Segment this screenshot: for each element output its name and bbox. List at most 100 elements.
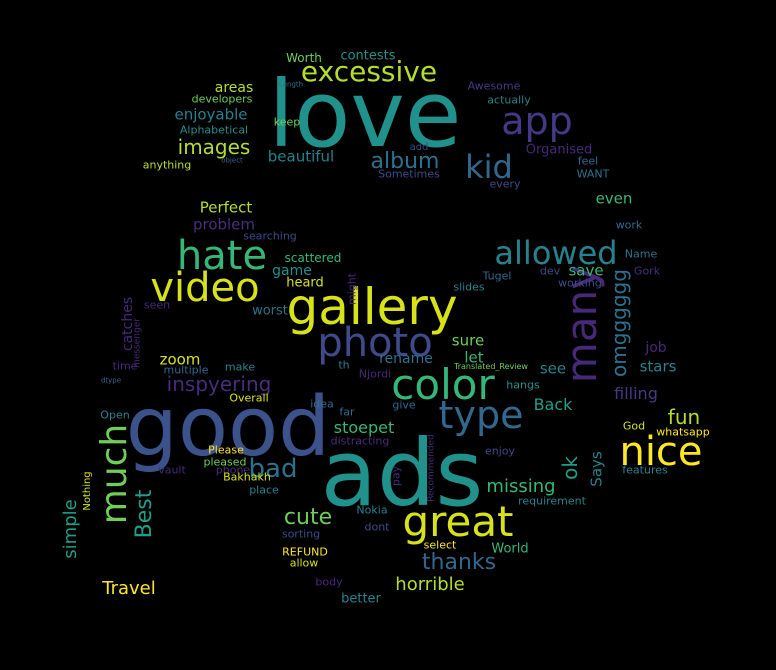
word: body — [315, 575, 343, 589]
word: scattered — [284, 251, 342, 265]
word: good — [125, 380, 331, 475]
word: video — [150, 265, 260, 311]
word: Njordi — [358, 367, 392, 381]
word: features — [622, 463, 668, 477]
word: kid — [465, 148, 513, 186]
word: make — [224, 360, 256, 374]
word: inspyering — [166, 372, 272, 396]
word: images — [177, 135, 251, 159]
word: vault — [158, 463, 186, 477]
word: areas — [214, 80, 254, 96]
word: better — [341, 591, 381, 607]
word: Please — [208, 443, 244, 457]
word: problem — [192, 215, 256, 234]
word: photo — [317, 320, 433, 366]
word: sorting — [281, 527, 321, 541]
word: seen — [143, 298, 171, 312]
word: Best — [132, 489, 157, 539]
word: Recommended — [426, 434, 437, 502]
word: app — [501, 99, 573, 143]
word: zoom — [159, 350, 201, 369]
word: omgggggg — [607, 269, 631, 377]
word: thanks — [421, 550, 497, 575]
word: allow — [289, 556, 319, 570]
word: game — [272, 263, 312, 279]
word: give — [392, 398, 416, 412]
word: searching — [243, 229, 297, 243]
word: fun — [667, 405, 701, 429]
word: phone — [215, 463, 251, 477]
word: great — [402, 497, 514, 546]
word: multiple — [163, 363, 209, 377]
word: keep — [273, 115, 301, 129]
word: actually — [487, 93, 531, 107]
word: pay — [389, 465, 403, 487]
word: Alphabetical — [179, 123, 249, 137]
word: Nokia — [356, 503, 388, 517]
word: World — [491, 541, 529, 557]
word: enjoyable — [174, 105, 248, 124]
word: developers — [191, 92, 253, 106]
word: stoepet — [333, 418, 395, 437]
word: Tugel — [482, 269, 512, 283]
word: contests — [340, 48, 396, 64]
word: pleased — [203, 455, 247, 469]
word: horrible — [395, 574, 465, 595]
word: nice — [619, 429, 703, 475]
word: Gork — [633, 264, 661, 278]
word: Length — [278, 80, 304, 89]
word: Overall — [229, 391, 269, 405]
word: even — [595, 189, 633, 208]
word: every — [489, 177, 521, 191]
word: Travel — [102, 578, 156, 599]
word: excessive — [300, 55, 438, 88]
word: anything — [142, 158, 192, 172]
word: dev — [539, 264, 561, 278]
word: requirement — [518, 494, 586, 508]
word: album — [370, 149, 440, 174]
word: hate — [176, 233, 268, 279]
word: Awesome — [467, 79, 521, 93]
word: Worth — [286, 51, 322, 65]
word: Sometimes — [378, 167, 440, 181]
word: God — [622, 419, 646, 433]
word: idea — [310, 397, 334, 411]
word: ads — [320, 420, 484, 527]
word: working — [558, 276, 602, 290]
word: Open — [100, 408, 130, 422]
word: simple — [60, 499, 81, 559]
word: work — [615, 218, 643, 232]
word: add — [409, 142, 429, 153]
word: color — [391, 360, 495, 409]
word: Bakhakh — [223, 470, 271, 484]
word: heard — [286, 275, 324, 291]
word: worst — [252, 303, 288, 319]
word: love — [268, 61, 462, 168]
word: cute — [283, 505, 333, 530]
word: save — [568, 261, 604, 280]
word: hangs — [506, 378, 540, 392]
word: job — [645, 340, 667, 356]
word: gallery — [286, 278, 458, 336]
word: feel — [577, 154, 599, 168]
word: stars — [639, 357, 677, 376]
word: th — [338, 358, 350, 372]
word: bad — [248, 454, 298, 484]
word: see — [539, 359, 567, 378]
word: Says — [587, 451, 606, 487]
word: allowed — [494, 234, 618, 272]
word: type — [438, 393, 524, 437]
word: Back — [533, 395, 573, 414]
word: select — [423, 538, 457, 552]
word: let — [464, 348, 484, 367]
word: dont — [364, 520, 390, 534]
word: place — [249, 483, 279, 497]
word: dtype — [100, 376, 122, 385]
word: enjoy — [484, 444, 516, 458]
word: time — [112, 359, 138, 373]
word: Translated_Review — [454, 362, 528, 371]
word: sure — [451, 331, 485, 350]
word: Perfect — [199, 198, 253, 217]
word: Organised — [525, 142, 593, 158]
